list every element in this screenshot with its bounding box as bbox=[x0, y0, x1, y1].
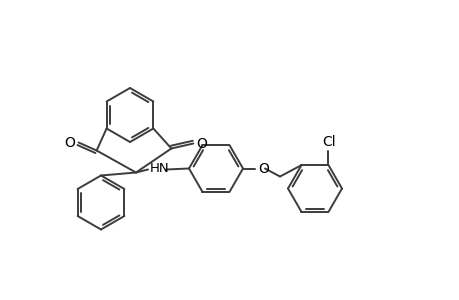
Text: HN: HN bbox=[150, 162, 169, 175]
Text: Cl: Cl bbox=[322, 135, 336, 149]
Text: O: O bbox=[65, 136, 75, 149]
Text: O: O bbox=[257, 161, 269, 176]
Text: O: O bbox=[196, 136, 207, 151]
